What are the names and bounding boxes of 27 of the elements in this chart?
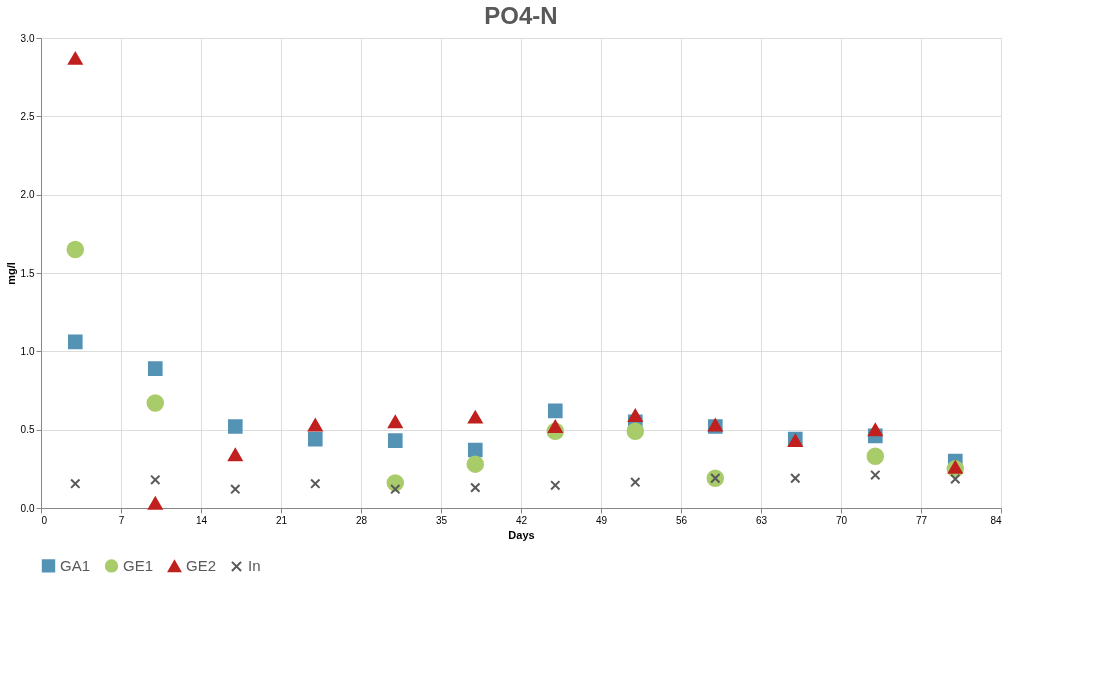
x-tick-label: 77 (915, 514, 928, 526)
y-tick-label: 3.0 (20, 32, 35, 44)
chart-title: PO4-N (484, 2, 558, 29)
legend-label: GE1 (123, 556, 154, 574)
y-tick-label: 1.5 (20, 267, 35, 279)
x-tick-label: 7 (118, 514, 125, 526)
legend-label: GE2 (186, 557, 217, 575)
y-tick-label: 0.5 (20, 424, 35, 436)
x-tick-label: 70 (835, 514, 848, 526)
x-tick-label: 42 (515, 514, 528, 526)
y-tick-label: 2.0 (20, 189, 35, 201)
x-tick-label: 0 (41, 514, 48, 526)
y-tick-label: 1.0 (20, 345, 35, 357)
y-tick-label: 0.0 (20, 502, 35, 514)
y-axis-title: mg/l (4, 262, 17, 285)
x-tick-label: 49 (595, 514, 608, 526)
y-tick-label: 2.5 (20, 110, 35, 122)
legend-label: GA1 (60, 556, 91, 574)
legend-label: In (248, 557, 261, 575)
x-tick-label: 63 (755, 514, 768, 526)
x-tick-label: 14 (195, 514, 208, 526)
x-tick-label: 84 (990, 514, 1002, 526)
x-tick-label: 35 (435, 514, 448, 526)
x-tick-label: 28 (355, 514, 368, 526)
x-tick-label: 56 (675, 514, 688, 526)
x-axis-title: Days (508, 528, 535, 541)
x-tick-label: 21 (275, 514, 288, 526)
